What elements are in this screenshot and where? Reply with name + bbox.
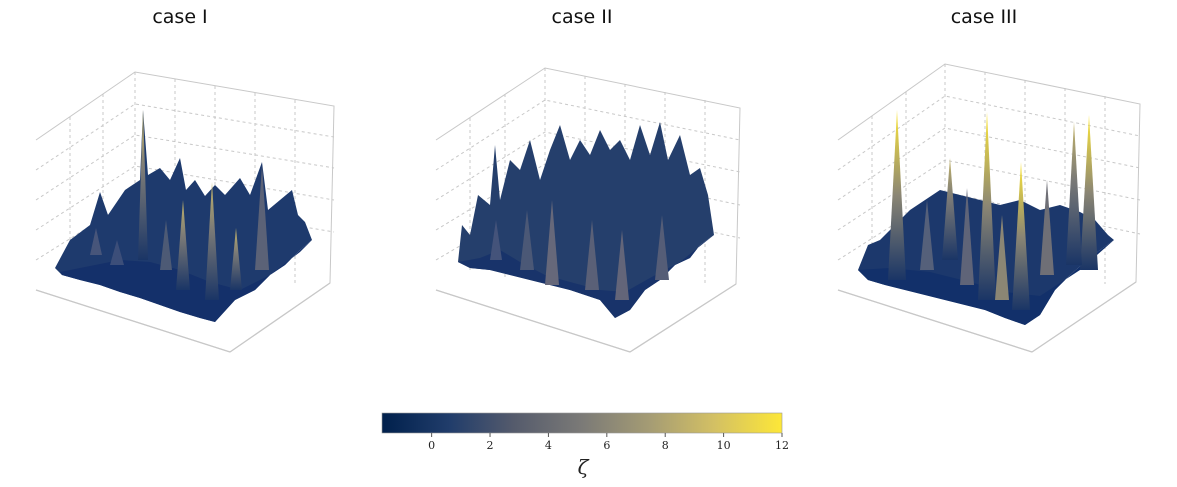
colorbar-tick-label: 12 xyxy=(775,439,789,452)
colorbar-label: ζ xyxy=(578,455,590,479)
panel-2-surface xyxy=(458,122,714,318)
colorbar-tick-label: 6 xyxy=(603,439,610,452)
panel-title-case-3: case III xyxy=(950,6,1018,28)
colorbar-tick-label: 0 xyxy=(428,439,435,452)
colorbar-tick-label: 8 xyxy=(662,439,669,452)
colorbar-tick-label: 10 xyxy=(717,439,731,452)
panel-3-surface xyxy=(858,110,1114,325)
panel-title-case-1: case I xyxy=(152,6,208,28)
colorbar-gradient xyxy=(381,412,783,434)
colorbar-tick-label: 2 xyxy=(487,439,494,452)
panel-title-case-2: case II xyxy=(551,6,613,28)
colorbar-tick-label: 4 xyxy=(545,439,552,452)
colorbar-ticks: 0 2 4 6 8 10 12 xyxy=(428,433,789,452)
colorbar: 0 2 4 6 8 10 12 ζ xyxy=(381,412,789,479)
panel-1-surface xyxy=(55,110,312,322)
